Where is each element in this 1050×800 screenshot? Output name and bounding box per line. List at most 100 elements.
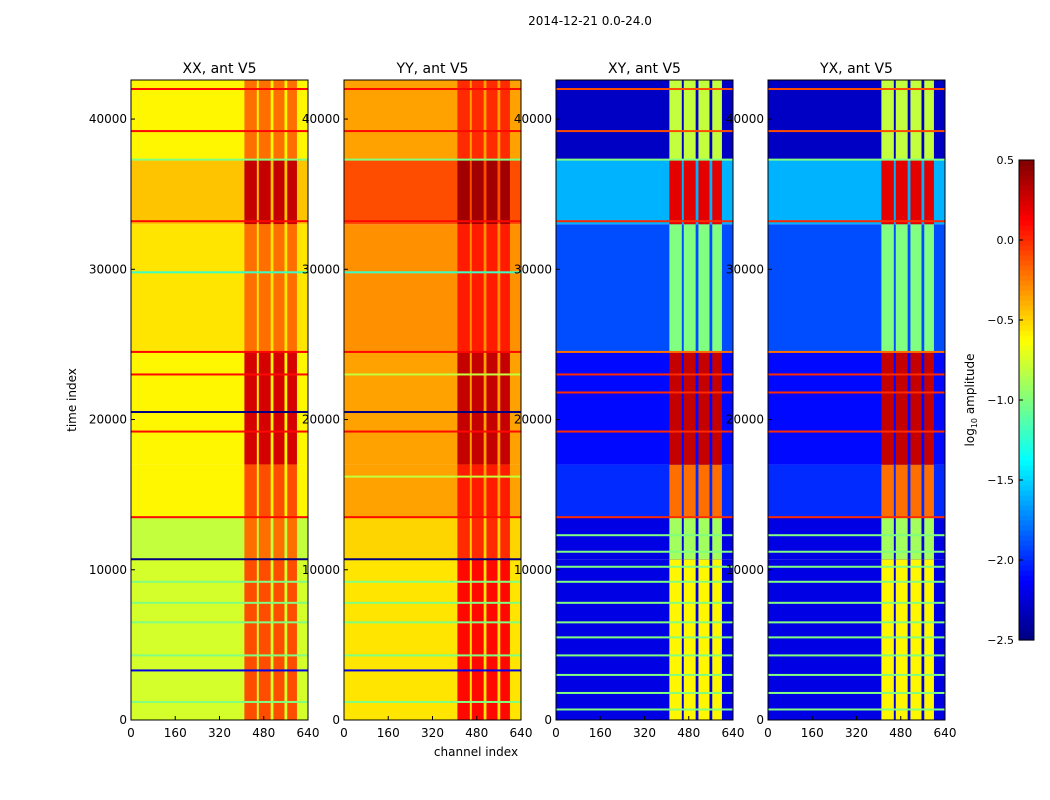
heatmap-rfi-cell	[712, 517, 722, 560]
colorbar-swatch	[1019, 585, 1034, 591]
heatmap-time-line	[131, 411, 308, 414]
colorbar-swatch	[1019, 460, 1034, 466]
heatmap-rfi-cell	[924, 224, 934, 352]
heatmap-time-line	[556, 654, 733, 657]
heatmap-time-line	[344, 130, 521, 133]
colorbar-swatch	[1019, 295, 1034, 301]
heatmap-time-line	[556, 601, 733, 604]
x-tick-label: 320	[845, 726, 868, 740]
heatmap-rfi-cell	[924, 464, 934, 518]
heatmap-rfi-cell	[683, 517, 696, 560]
heatmap-rfi-cell	[669, 559, 682, 720]
heatmap-time-line	[344, 373, 521, 376]
y-tick-label: 10000	[302, 563, 340, 577]
heatmap-rfi-cell	[881, 517, 894, 560]
colorbar-swatch	[1019, 350, 1034, 356]
colorbar-swatch	[1019, 590, 1034, 596]
heatmap-rfi-cell	[287, 80, 297, 160]
y-tick-label: 0	[332, 713, 340, 727]
x-axis-label: channel index	[434, 745, 518, 759]
colorbar-swatch	[1019, 340, 1034, 346]
heatmap-time-line	[768, 580, 945, 583]
heatmap-rfi-cell	[471, 559, 484, 720]
heatmap-time-line	[768, 565, 945, 568]
colorbar-swatch	[1019, 500, 1034, 506]
heatmap-time-line	[768, 88, 945, 91]
y-tick-label: 10000	[89, 563, 127, 577]
heatmap-rfi-cell	[712, 351, 722, 465]
colorbar-swatch	[1019, 345, 1034, 351]
colorbar-swatch	[1019, 190, 1034, 196]
colorbar-swatch	[1019, 615, 1034, 621]
colorbar-swatch	[1019, 490, 1034, 496]
colorbar-swatch	[1019, 200, 1034, 206]
heatmap-time-line	[556, 565, 733, 568]
heatmap-rfi-cell	[273, 80, 285, 160]
heatmap-rfi-cell	[698, 224, 710, 352]
heatmap-rfi-cell	[924, 80, 934, 160]
heatmap-time-line	[344, 158, 521, 161]
y-tick-label: 10000	[726, 563, 764, 577]
heatmap-time-line	[556, 621, 733, 624]
heatmap-rfi-cell	[895, 464, 908, 518]
x-tick-label: 160	[164, 726, 187, 740]
heatmap-rfi-cell	[273, 159, 285, 225]
colorbar-swatch	[1019, 480, 1034, 486]
heatmap-time-line	[768, 130, 945, 133]
heatmap-rfi-cell	[244, 159, 257, 225]
panel-1: XX, ant V5 0 160 320 480 640 0 10000 20000 30000 4…	[89, 61, 320, 740]
colorbar-swatch	[1019, 355, 1034, 361]
heatmap-rfi-cell	[258, 464, 271, 518]
heatmap-rfi-cell	[910, 559, 922, 720]
colorbar-swatch	[1019, 195, 1034, 201]
colorbar-swatch	[1019, 165, 1034, 171]
y-tick-label: 20000	[302, 413, 340, 427]
panel-4: YX, ant V5 0 160 320 480 640 0 10000 20000 30000 4…	[726, 61, 957, 740]
heatmap-rfi-cell	[457, 159, 470, 225]
colorbar-swatch	[1019, 420, 1034, 426]
colorbar-swatch	[1019, 390, 1034, 396]
heatmap-time-line	[556, 88, 733, 91]
heatmap-rfi-cell	[258, 159, 271, 225]
heatmap-time-line	[344, 654, 521, 657]
heatmap-rfi-cell	[287, 517, 297, 560]
x-tick-label: 0	[340, 726, 348, 740]
colorbar-swatch	[1019, 625, 1034, 631]
heatmap-rfi-cell	[924, 159, 934, 225]
colorbar-tick-label: −2.0	[987, 554, 1014, 567]
heatmap-time-line	[344, 580, 521, 583]
heatmap-time-line	[344, 411, 521, 414]
colorbar-swatch	[1019, 425, 1034, 431]
heatmap-time-line	[768, 220, 945, 223]
colorbar-swatch	[1019, 175, 1034, 181]
heatmap-rfi-cell	[910, 159, 922, 225]
heatmap-rfi-cell	[669, 517, 682, 560]
heatmap-time-line	[556, 158, 733, 161]
heatmap-rfi-cell	[486, 351, 498, 465]
heatmap-time-line	[768, 516, 945, 519]
colorbar-swatch	[1019, 300, 1034, 306]
heatmap-rfi-cell	[471, 517, 484, 560]
heatmap-rfi-cell	[287, 224, 297, 352]
x-tick-label: 480	[465, 726, 488, 740]
colorbar-swatch	[1019, 230, 1034, 236]
heatmap-time-line	[768, 550, 945, 553]
colorbar-swatch	[1019, 575, 1034, 581]
colorbar-swatch	[1019, 360, 1034, 366]
heatmap-rfi-cell	[669, 159, 682, 225]
heatmap-rfi-cell	[924, 559, 934, 720]
y-tick-label: 0	[756, 713, 764, 727]
colorbar-swatch	[1019, 235, 1034, 241]
colorbar-swatch	[1019, 515, 1034, 521]
colorbar-swatch	[1019, 255, 1034, 261]
colorbar-swatch	[1019, 555, 1034, 561]
heatmap-time-line	[131, 373, 308, 376]
heatmap-time-line	[344, 516, 521, 519]
heatmap-rfi-cell	[712, 80, 722, 160]
x-tick-label: 640	[297, 726, 320, 740]
heatmap-rfi-cell	[881, 351, 894, 465]
heatmap-time-line	[344, 430, 521, 433]
colorbar-swatch	[1019, 605, 1034, 611]
heatmap-time-line	[131, 601, 308, 604]
heatmap-time-line	[131, 621, 308, 624]
